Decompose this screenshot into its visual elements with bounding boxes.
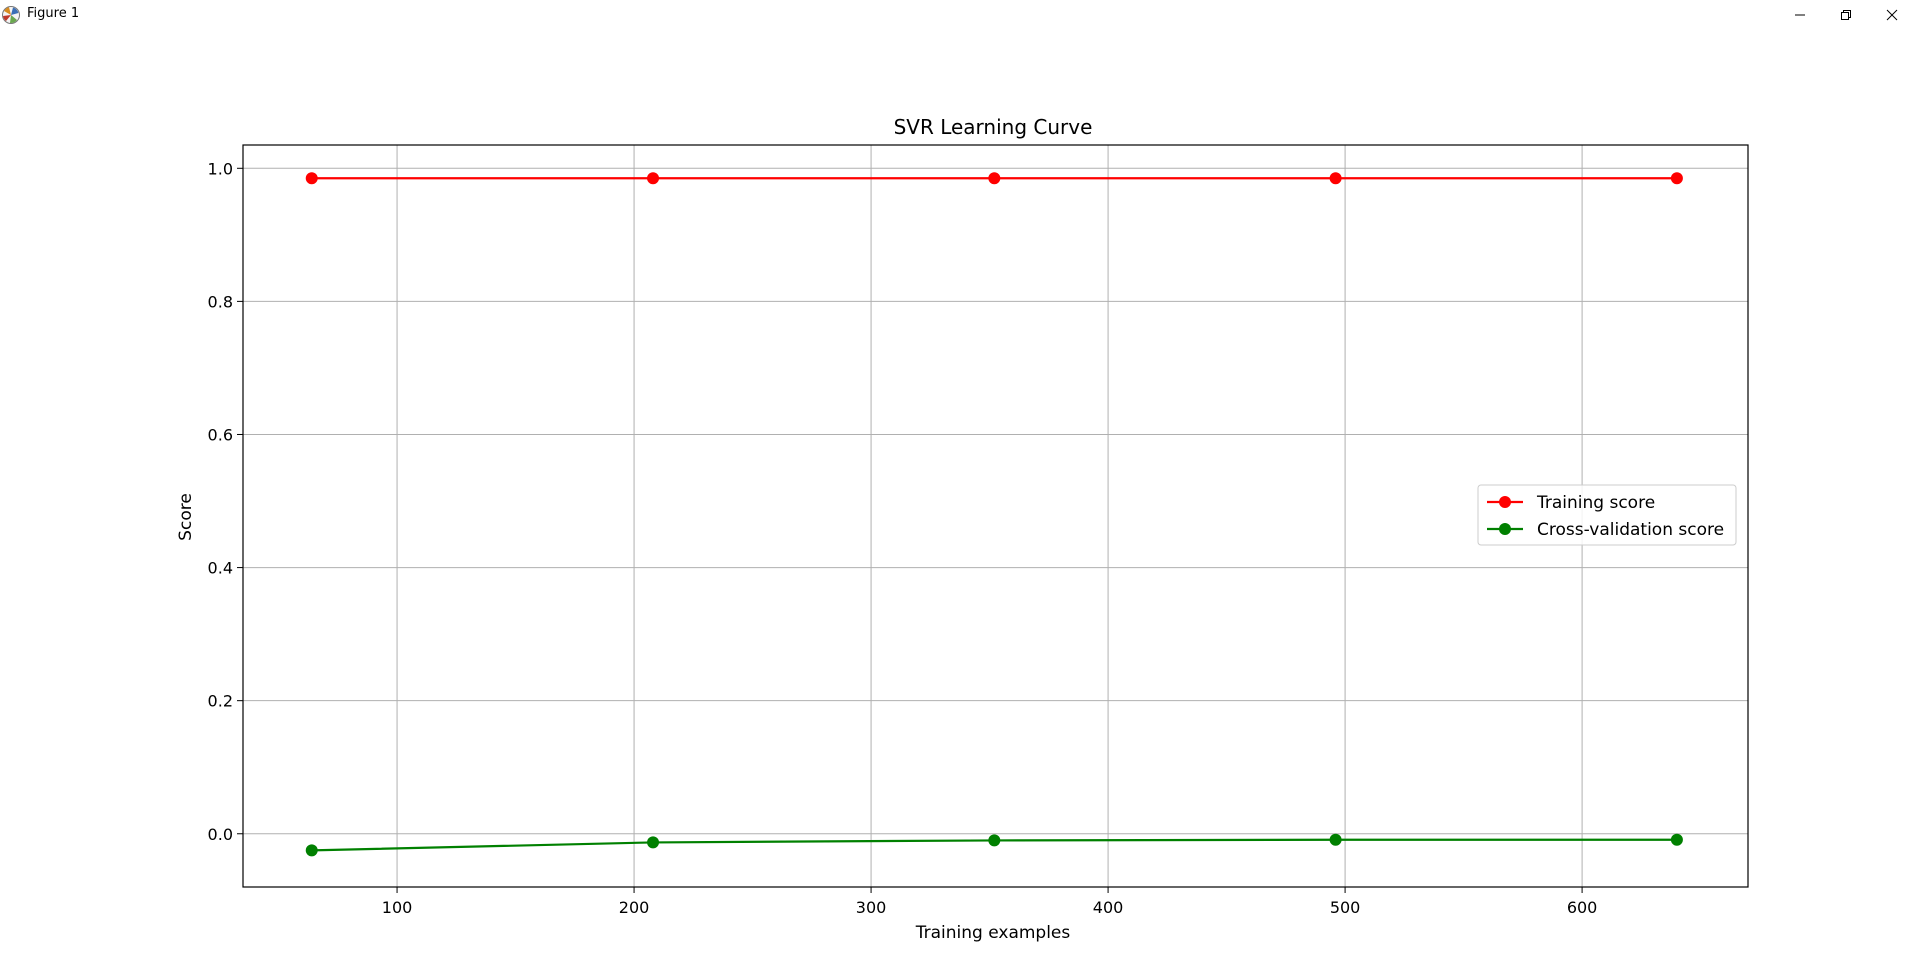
training-score-point: [1670, 172, 1683, 185]
training-score-point: [305, 172, 318, 185]
legend-training-score-marker: [1499, 496, 1511, 508]
legend-cross-validation-score-marker: [1499, 523, 1511, 535]
x-tick-label: 500: [1330, 898, 1361, 917]
matplotlib-icon: [1, 5, 21, 25]
x-tick-label: 300: [856, 898, 887, 917]
ticks: 100 200 300 400 500 600 0.0 0.2 0.4 0.6 0.8 1.0: [208, 159, 1598, 917]
cross-validation-score-point: [647, 836, 660, 849]
x-tick-label: 400: [1093, 898, 1124, 917]
chart-title: SVR Learning Curve: [894, 115, 1093, 139]
y-tick-label: 0.4: [208, 559, 233, 578]
x-tick-label: 100: [382, 898, 413, 917]
x-tick-label: 200: [619, 898, 650, 917]
training-score-point: [1329, 172, 1342, 185]
y-tick-label: 0.8: [208, 292, 233, 311]
legend: Training score Cross-validation score: [1477, 484, 1737, 546]
restore-button[interactable]: [1823, 0, 1869, 30]
x-tick-label: 600: [1567, 898, 1598, 917]
y-tick-label: 0.6: [208, 425, 233, 444]
y-tick-label: 0.2: [208, 692, 233, 711]
y-tick-label: 0.0: [208, 825, 233, 844]
training-score-point: [988, 172, 1001, 185]
minimize-icon: [1795, 14, 1805, 16]
restore-icon: [1841, 10, 1851, 20]
minimize-button[interactable]: [1777, 0, 1823, 30]
training-score-point: [647, 172, 660, 185]
close-button[interactable]: [1869, 0, 1915, 30]
axes-frame: [242, 144, 1749, 888]
y-tick-label: 1.0: [208, 159, 233, 178]
y-axis-label: Score: [176, 493, 196, 541]
cross-validation-score-point: [1670, 833, 1683, 846]
cross-validation-score-point: [305, 844, 318, 857]
grid: [243, 145, 1748, 887]
window-title: Figure 1: [27, 6, 80, 21]
cross-validation-score-point: [1329, 833, 1342, 846]
cross-validation-score-point: [988, 834, 1001, 847]
legend-cross-validation-score-label: Cross-validation score: [1537, 520, 1724, 540]
close-icon: [1886, 9, 1898, 21]
x-axis-label: Training examples: [915, 923, 1071, 943]
window-titlebar: Figure 1: [0, 0, 1920, 30]
series-layer: [305, 172, 1683, 857]
legend-training-score-label: Training score: [1536, 493, 1655, 513]
legend-box: [1477, 484, 1737, 546]
